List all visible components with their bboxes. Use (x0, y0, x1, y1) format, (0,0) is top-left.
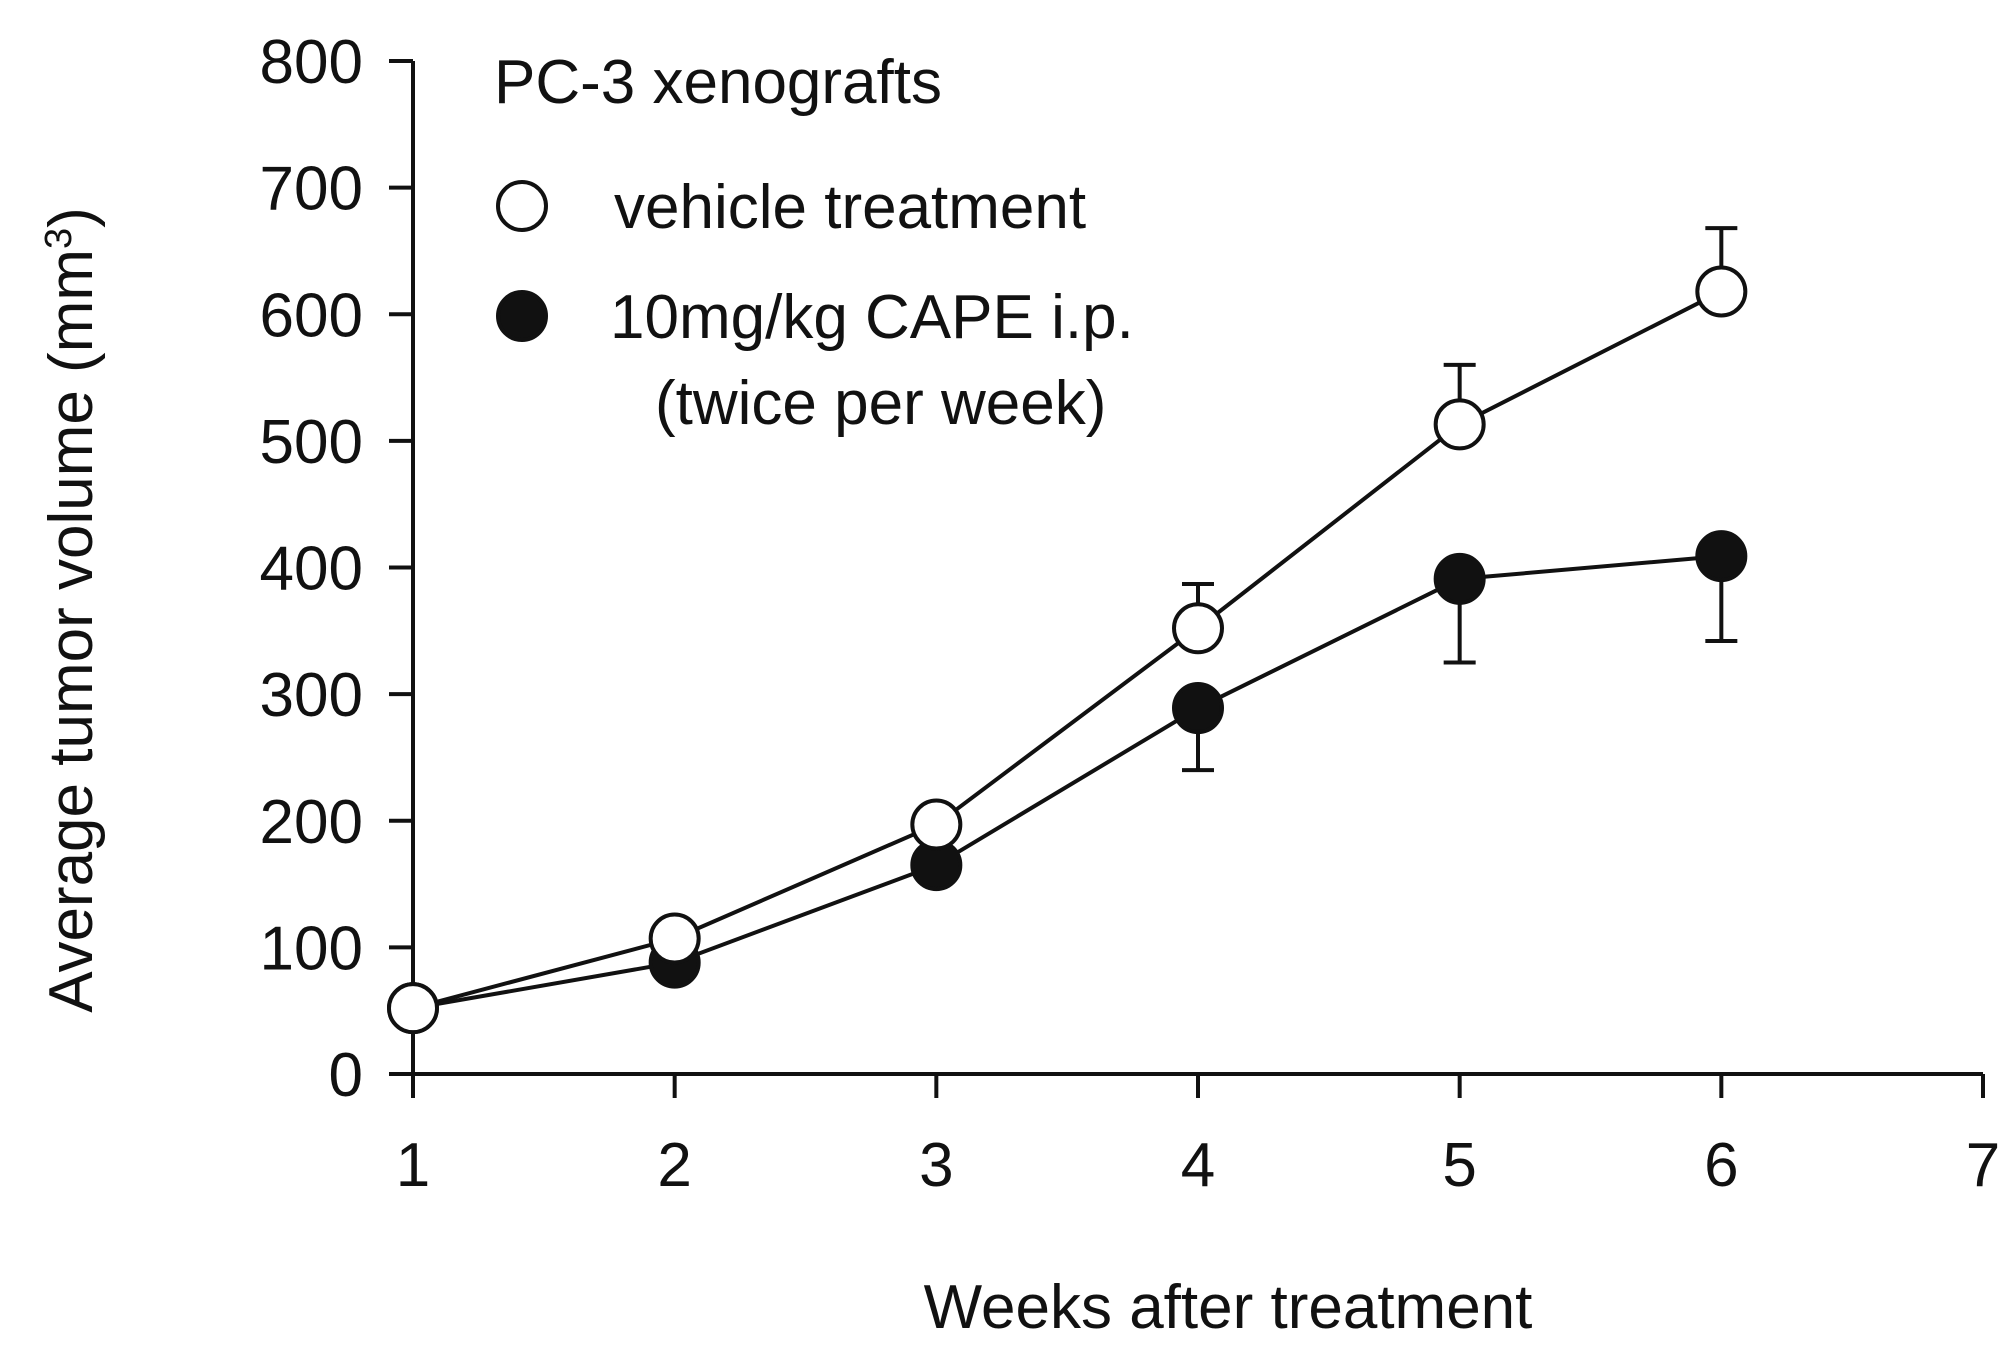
cape-data-point (1695, 530, 1748, 583)
vehicle-data-point (1433, 398, 1486, 451)
x-tick-label: 3 (919, 1131, 953, 1200)
x-tick-label: 1 (396, 1131, 430, 1200)
x-tick-label: 4 (1181, 1131, 1215, 1200)
y-axis-title-close: ) (37, 207, 106, 228)
y-tick-label: 300 (260, 661, 363, 730)
series-cape (412, 554, 1722, 1011)
vehicle-data-point (1172, 602, 1224, 655)
vehicle-data-point (387, 982, 439, 1035)
y-axis-ticks: 0 100 200 300 400 500 600 700 800 (260, 28, 413, 1110)
y-tick-label: 0 (329, 1041, 363, 1110)
x-axis-ticks: 1 2 3 4 5 6 7 (396, 1074, 2000, 1200)
cape-data-point (1172, 682, 1224, 735)
legend-label-cape-schedule: (twice per week) (655, 369, 1106, 438)
y-tick-label: 800 (260, 28, 363, 97)
series-layer (387, 226, 1748, 1035)
legend-label-vehicle: vehicle treatment (614, 173, 1086, 242)
cape-data-point (1433, 552, 1486, 605)
legend: PC-3 xenografts vehicle treatment 10mg/k… (494, 48, 1134, 438)
x-tick-label: 2 (657, 1131, 691, 1200)
series-line (412, 554, 1722, 1011)
vehicle-data-point (648, 912, 701, 965)
x-tick-label: 5 (1442, 1131, 1476, 1200)
series-line (412, 289, 1723, 1011)
x-tick-label: 6 (1704, 1131, 1738, 1200)
vehicle-data-point (1695, 265, 1748, 318)
legend-marker-vehicle-open-circle (496, 180, 548, 232)
y-tick-label: 200 (260, 788, 363, 857)
legend-label-cape: 10mg/kg CAPE i.p. (610, 283, 1134, 352)
y-axis-title: Average tumor volume (mm3) (37, 207, 106, 1013)
y-tick-label: 500 (260, 408, 363, 477)
legend-marker-cape-filled-circle (496, 290, 548, 342)
chart-title: PC-3 xenografts (494, 48, 942, 117)
series-vehicle (412, 289, 1723, 1011)
y-axis-title-superscript: 3 (38, 228, 80, 249)
y-tick-label: 600 (260, 281, 363, 350)
x-axis-title: Weeks after treatment (924, 1273, 1533, 1342)
x-tick-label: 7 (1966, 1131, 2000, 1200)
y-axis-title-main: Average tumor volume (mm (37, 249, 106, 1013)
y-tick-label: 700 (260, 155, 363, 224)
y-tick-label: 400 (260, 535, 363, 604)
y-tick-label: 100 (260, 914, 363, 983)
vehicle-data-point (910, 798, 963, 851)
